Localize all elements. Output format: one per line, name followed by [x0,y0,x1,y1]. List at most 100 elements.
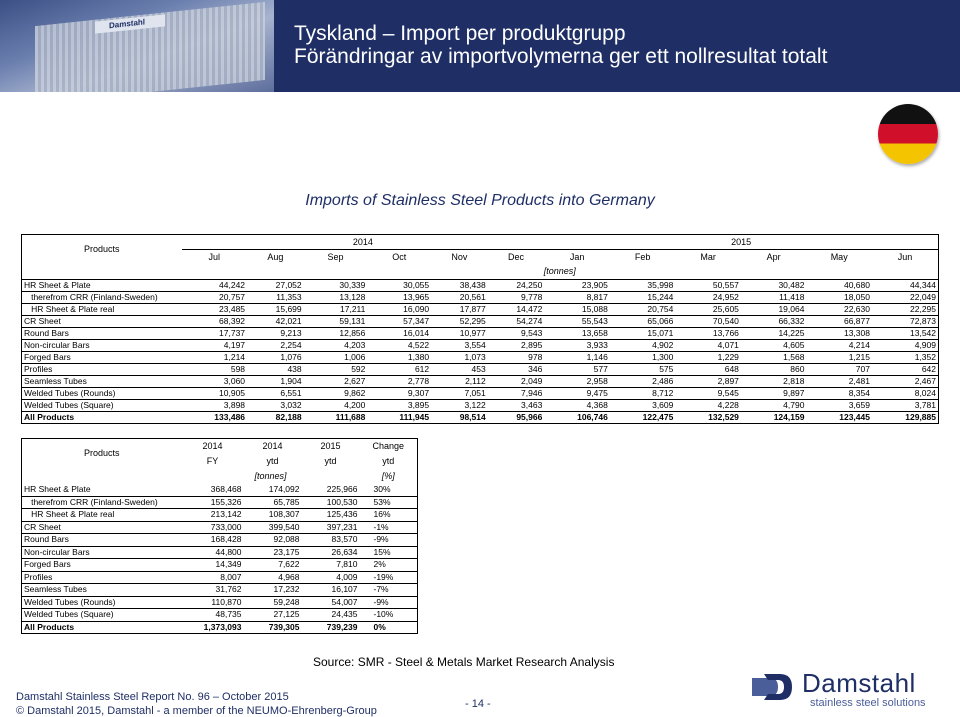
cell-value: 225,966 [326,484,358,494]
cell-value: 368,468 [210,484,242,494]
cell-value: 72,873 [871,315,939,328]
cell-value: 3,781 [871,399,939,412]
damstahl-logo: Damstahl stainless steel solutions [750,668,950,712]
table-row: HR Sheet & Plate 44,242 27,052 30,339 30,055… [22,280,939,292]
row-label: Non-circular Bars [21,545,182,559]
cell-value: 15,088 [544,303,610,316]
cell-value: 1,352 [871,351,939,364]
cell-value: 2,778 [367,375,432,388]
cell-value: 397,231 [301,520,360,534]
table-row: HR Sheet & Plate 368,468 174,092 225,966 30% [22,484,418,497]
cell-value: 31,762 [181,583,244,596]
cell-value: 612 [367,363,432,376]
cell-value: 53% [359,495,418,509]
cell-value: 11,353 [247,291,304,304]
cell-value: 13,308 [806,327,872,340]
cell-value: 3,060 [181,375,248,388]
cell-value: 2,627 [303,375,368,388]
cell-value: 577 [544,363,610,376]
cell-value: 4,790 [740,399,807,412]
row-label: HR Sheet & Plate real [21,508,182,521]
row-label: Welded Tubes (Rounds) [21,387,182,400]
cell-value: 2,486 [609,375,676,388]
footer-report: Damstahl Stainless Steel Report No. 96 –… [16,691,289,703]
cell-value: 2% [359,558,418,571]
total-value: 82,188 [247,411,304,424]
cell-value: 22,049 [871,291,939,304]
total-value: 95,966 [487,411,545,424]
cell-value: 23,485 [181,303,248,316]
unit-tonnes: [tonnes] [254,470,287,481]
unit-label: [tonnes] [181,264,939,280]
cell-value: -1% [359,520,418,534]
cell-value: 9,543 [487,327,545,340]
row-label: HR Sheet & Plate [24,484,91,494]
cell-value: 108,307 [243,508,302,521]
cell-value: 1,904 [247,375,304,388]
cell-value: 14,225 [740,327,807,340]
table-row: Welded Tubes (Rounds) 110,870 59,248 54,007… [21,595,418,609]
monthly-imports-table: Products 2014 2015 Jul Aug Sep Oct Nov Dec Jan Feb… [21,234,939,424]
damstahl-logo-icon [752,674,792,700]
cell-value: 11,418 [740,291,807,304]
row-label: Round Bars [21,533,182,546]
cell-value: 27,052 [275,280,302,290]
cell-value: 575 [609,363,676,376]
cell-value: 1,229 [675,351,741,364]
cell-value: 4,228 [675,399,741,412]
year-2014-header: 2014 [181,234,545,250]
month-header: Dec [508,251,525,262]
cell-value: 13,128 [303,291,368,304]
cell-value: -19% [359,570,418,584]
cell-value: 26,634 [301,545,360,559]
month-header: Mar [700,251,716,262]
cell-value: 14,472 [487,303,545,316]
slide-title: Tyskland – Import per produktgrupp Förän… [294,22,827,68]
year-header: Change [372,440,405,451]
cell-value: 9,545 [675,387,741,400]
total-value: 123,445 [806,411,872,424]
year-header: 2015 [320,440,341,451]
cell-value: -9% [359,533,418,546]
total-value: 111,688 [303,411,368,424]
cell-value: 65,066 [609,315,676,328]
total-value: 111,945 [367,411,432,424]
cell-value: 15,699 [247,303,304,316]
cell-value: 4,197 [181,339,248,352]
cell-value: 174,092 [268,484,300,494]
month-header: Aug [267,251,284,262]
cell-value: 2,112 [431,375,488,388]
row-label: CR Sheet [21,520,182,534]
total-value: 122,475 [609,411,676,424]
unit-spacer [22,469,182,484]
cell-value: 7,622 [243,558,302,571]
title-line-1: Tyskland – Import per produktgrupp [294,22,626,45]
row-label: Welded Tubes (Square) [21,608,182,621]
cell-value: 17,232 [243,583,302,596]
summary-header-years: Products 2014 2014 2015 Change [22,439,418,459]
cell-value: 642 [871,363,939,376]
cell-value: 40,680 [843,280,870,290]
subtitle-text: Imports of Stainless Steel Products into… [305,192,655,209]
table-row: Seamless Tubes 31,762 17,232 16,107 -7% [21,583,418,596]
cell-value: 7,810 [301,558,360,571]
cell-value: 9,475 [544,387,610,400]
total-value: 124,159 [740,411,807,424]
table-row: HR Sheet & Plate real 23,485 15,699 17,211 1… [21,303,939,316]
table-row: CR Sheet 733,000 399,540 397,231 -1% [21,520,418,534]
cell-value: 70,540 [675,315,741,328]
total-row: All Products 1,373,093 739,305 739,239 0% [21,620,418,634]
table-row: Forged Bars 1,214 1,076 1,006 1,380 1,073 978 1… [21,351,939,364]
cell-value: 110,870 [181,595,244,609]
table-row: Profiles 8,007 4,968 4,009 -19% [21,570,418,584]
cell-value: 4,909 [871,339,939,352]
cell-value: 55,543 [544,315,610,328]
cell-value: 83,570 [301,533,360,546]
cell-value: 7,946 [487,387,545,400]
summary-header-units: [tonnes] [%] [22,469,418,484]
total-value: 739,239 [301,620,360,634]
cell-value: 733,000 [181,520,244,534]
period-header: ytd [382,455,395,466]
total-value: 106,746 [544,411,610,424]
cell-value: -9% [359,595,418,609]
